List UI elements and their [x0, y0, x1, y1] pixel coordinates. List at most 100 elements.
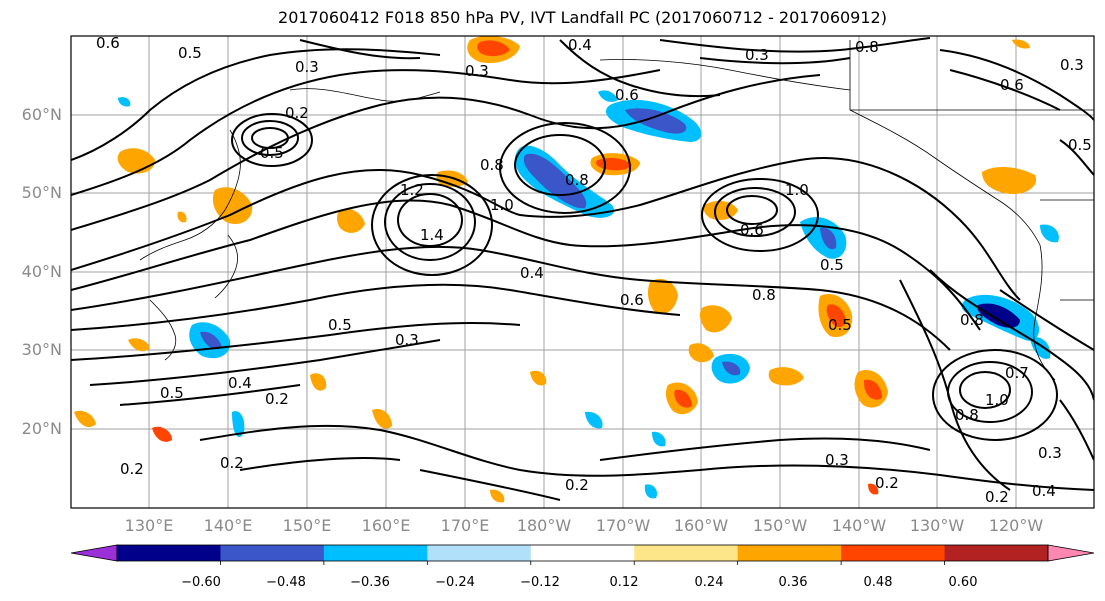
ivt-contour: [949, 69, 1061, 111]
coastline-japan: [214, 234, 238, 299]
ivt-contour: [939, 49, 1094, 121]
ivt-contour: [699, 57, 851, 65]
ivt-contour: [89, 339, 441, 386]
pv-positive-patch: [826, 304, 846, 328]
lon-label: 130°E: [125, 516, 174, 535]
contour-label: 0.8: [565, 171, 589, 189]
contour-label: 0.5: [1068, 136, 1092, 154]
contour-label: 0.3: [1060, 56, 1084, 74]
contour-label: 0.5: [160, 384, 184, 402]
pv-positive-patch: [647, 278, 678, 315]
colorbar-extend-min: [70, 544, 118, 562]
contour-label: 0.4: [520, 264, 544, 282]
contour-label: 1.0: [490, 196, 514, 214]
coastline-china: [149, 299, 177, 361]
colorbar-swatch: [841, 545, 946, 561]
contour-label: 0.5: [328, 316, 352, 334]
pv-negative-patch: [644, 484, 658, 499]
contour-label: 0.2: [120, 460, 144, 478]
contour-label: 0.3: [1038, 444, 1062, 462]
contour-label: 0.5: [820, 256, 844, 274]
contour-label: 0.8: [955, 406, 979, 424]
lat-label-60n: 60°N: [22, 105, 62, 124]
contour-label: 0.6: [615, 86, 639, 104]
colorbar-swatch: [220, 545, 325, 561]
pv-positive-patch: [982, 166, 1037, 195]
colorbar-tick-labels: −0.60 −0.48 −0.36 −0.24 −0.12 0.12 0.24 …: [181, 575, 977, 590]
pv-positive-patch: [688, 343, 714, 363]
ivt-contour: [397, 193, 463, 247]
colorbar-swatch: [427, 545, 532, 561]
ivt-contour: [514, 134, 606, 196]
lon-label: 140°E: [204, 516, 253, 535]
longitude-labels: 130°E 140°E 150°E 160°E 170°E 180°W 170°…: [125, 516, 1044, 535]
ivt-contour: [714, 187, 796, 237]
ivt-contour: [659, 37, 931, 53]
contour-label: 0.2: [875, 474, 899, 492]
colorbar-tick-label: 0.60: [949, 575, 978, 590]
lat-label-30n: 30°N: [22, 340, 62, 359]
contour-label: 0.6: [1000, 76, 1024, 94]
coastline-usa: [1033, 244, 1056, 381]
pv-negative-patch: [585, 411, 603, 429]
ivt-contour: [71, 283, 681, 331]
ivt-contour: [899, 279, 1011, 491]
pv-positive-patch: [490, 489, 505, 503]
contour-label: 0.2: [220, 454, 244, 472]
ivt-contour: [231, 113, 313, 167]
colorbar-swatch: [323, 545, 428, 561]
pv-negative-patch: [232, 411, 245, 438]
contour-label: 0.4: [228, 374, 252, 392]
colorbar-tick-label: −0.12: [520, 575, 560, 590]
pv-negative-patch: [652, 431, 666, 447]
contour-labels: 0.6 0.5 0.4 0.3 0.3 0.2 0.5 1.2 1.4 1.0 …: [96, 36, 1092, 506]
colorbar-tick-label: 0.12: [610, 575, 639, 590]
pv-positive-patch: [372, 408, 392, 429]
contour-label: 0.2: [285, 104, 309, 122]
ivt-contour: [71, 157, 1021, 301]
ivt-contour: [999, 289, 1094, 351]
contour-label: 1.4: [420, 226, 444, 244]
pv-positive-patch: [530, 370, 547, 386]
ivt-contour: [499, 122, 631, 214]
colorbar: [70, 544, 1095, 565]
contour-label: 0.4: [568, 36, 592, 54]
ivt-contour: [239, 457, 401, 471]
ivt-contour: [1059, 399, 1094, 461]
map-title: 2017060412 F018 850 hPa PV, IVT Landfall…: [278, 8, 887, 27]
contour-label: 1.0: [985, 391, 1009, 409]
colorbar-swatch: [737, 545, 842, 561]
ivt-contour: [701, 178, 819, 252]
contour-label: 0.3: [825, 451, 849, 469]
ivt-contour: [241, 120, 299, 156]
ivt-contour: [384, 183, 476, 261]
colorbar-swatch: [634, 545, 739, 561]
pv-positive-patch: [868, 483, 879, 495]
contour-label: 0.2: [985, 488, 1009, 506]
gridlines: [71, 36, 1094, 508]
pv-positive-patch: [152, 426, 172, 442]
pv-negative-patch: [977, 303, 1020, 328]
pv-negative-patch: [722, 361, 741, 376]
coastline-kamchatka: [289, 88, 441, 102]
contour-label: 0.8: [855, 38, 879, 56]
ivt-contour: [71, 322, 521, 361]
colorbar-tick-label: −0.48: [266, 575, 306, 590]
contour-label: 0.5: [260, 144, 284, 162]
contour-label: 0.4: [1032, 482, 1056, 500]
latitude-labels: 60°N 50°N 40°N 30°N 20°N: [22, 105, 62, 438]
contour-label: 0.6: [740, 221, 764, 239]
ivt-contour: [959, 371, 1011, 409]
ivt-contour: [199, 424, 1094, 491]
ivt-contour: [1059, 139, 1094, 176]
contour-label: 0.5: [828, 316, 852, 334]
map-content: 0.6 0.5 0.4 0.3 0.3 0.2 0.5 1.2 1.4 1.0 …: [71, 36, 1094, 508]
ivt-contour: [929, 269, 1094, 401]
lon-label: 170°E: [441, 516, 490, 535]
pv-positive-patch: [674, 389, 692, 408]
lon-label: 160°E: [362, 516, 411, 535]
lat-label-50n: 50°N: [22, 183, 62, 202]
lon-label: 130°W: [910, 516, 965, 535]
ivt-contour: [559, 39, 721, 98]
colorbar-border: [116, 544, 1049, 562]
